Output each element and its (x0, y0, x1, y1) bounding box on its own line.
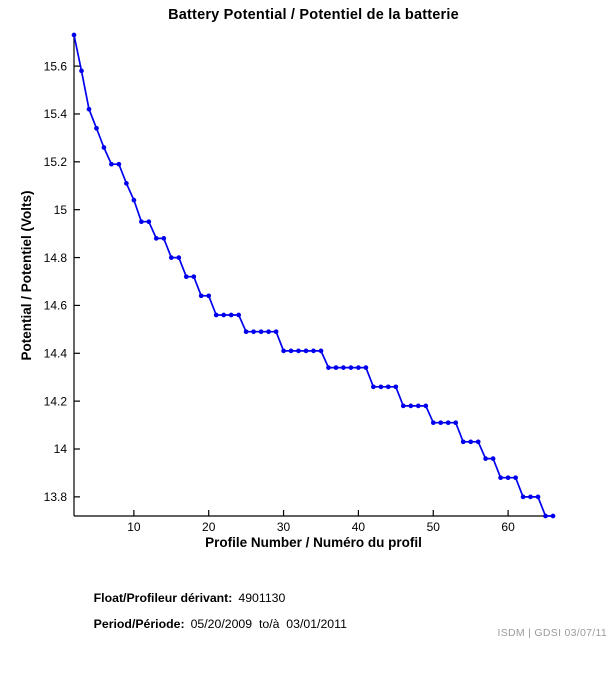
chart-title: Battery Potential / Potentiel de la batt… (168, 7, 459, 23)
data-point-marker (236, 312, 242, 318)
y-tick-label: 14.6 (44, 299, 68, 313)
data-point-marker (71, 32, 77, 38)
data-point-marker (475, 439, 481, 445)
data-point-marker (243, 329, 249, 335)
data-point-marker (460, 439, 466, 445)
data-point-marker (505, 475, 511, 481)
data-point-marker (116, 161, 122, 167)
data-point-marker (206, 293, 212, 299)
data-point-marker (385, 384, 391, 390)
data-point-marker (468, 439, 474, 445)
data-point-marker (101, 145, 107, 150)
data-point-marker (146, 219, 152, 225)
data-point-marker (528, 494, 533, 500)
period-value: 05/20/2009 to/à 03/01/2011 (190, 617, 347, 631)
data-point-marker (400, 403, 406, 409)
data-point-marker (543, 513, 548, 519)
data-point-marker (213, 312, 219, 318)
x-axis-title: Profile Number / Numéro du profil (205, 535, 422, 550)
data-point-marker (430, 420, 436, 426)
data-point-marker (183, 274, 189, 280)
data-point-marker (191, 274, 197, 280)
data-point-marker (535, 494, 541, 500)
x-tick-label: 60 (501, 520, 515, 534)
y-tick-label: 14.8 (44, 251, 68, 265)
data-point-marker (333, 365, 339, 370)
data-point-marker (348, 365, 354, 370)
isdm-gdsi-watermark: ISDM | GDSI 03/07/11 (497, 627, 607, 639)
data-point-marker (483, 456, 488, 461)
data-point-marker (79, 68, 84, 74)
battery-potential-chart: 10 20 30 40 50 60 13.8 14 14.2 14.4 14.6 14.8 15 15.2… (19, 32, 556, 550)
data-point-marker (363, 365, 369, 370)
data-point-marker (273, 329, 279, 335)
x-tick-label: 40 (352, 520, 366, 534)
data-point-marker (550, 513, 556, 519)
data-point-marker (176, 255, 182, 260)
x-tick-label: 10 (127, 520, 141, 534)
data-point-marker (445, 420, 451, 426)
data-point-marker (371, 384, 376, 390)
data-point-marker (139, 219, 144, 225)
data-point-marker (513, 475, 518, 481)
data-point-marker (168, 255, 174, 260)
data-point-marker (266, 329, 271, 335)
data-point-marker (520, 494, 526, 500)
data-point-marker (378, 384, 384, 390)
data-point-marker (408, 403, 414, 409)
battery-voltage-series (73, 34, 553, 517)
data-point-marker (498, 475, 503, 481)
data-point-marker (296, 348, 301, 354)
data-point-marker (341, 365, 346, 370)
data-point-marker (438, 420, 444, 426)
data-point-marker (221, 312, 227, 318)
data-point-marker (356, 365, 361, 370)
x-tick-label: 30 (277, 520, 291, 534)
period-line: Period/Période: 05/20/2009 to/à 03/01/201… (80, 603, 347, 645)
data-point-marker (131, 197, 137, 203)
data-point-marker (251, 329, 256, 335)
data-point-marker (415, 403, 421, 409)
y-tick-label: 14.2 (44, 394, 68, 408)
data-point-marker (161, 236, 167, 241)
float-id-label: Float/Profileur dérivant: (93, 591, 233, 605)
y-tick-label: 15 (54, 203, 68, 217)
data-point-marker (423, 403, 429, 409)
x-tick-label: 20 (202, 520, 216, 534)
period-label: Period/Période: (93, 617, 185, 631)
y-axis-title: Potential / Potentiel (Volts) (19, 190, 34, 360)
data-point-marker (86, 106, 92, 112)
data-point-marker (153, 236, 159, 241)
data-point-marker (228, 312, 234, 318)
y-tick-label: 15.2 (44, 155, 68, 169)
y-tick-label: 14.4 (44, 346, 68, 360)
y-tick-label: 15.6 (44, 59, 68, 73)
data-point-marker (311, 348, 316, 354)
data-point-marker (326, 365, 331, 370)
y-tick-label: 15.4 (44, 107, 68, 121)
data-point-marker (281, 348, 286, 354)
data-point-marker (318, 348, 324, 354)
data-point-marker (288, 348, 294, 354)
data-point-marker (393, 384, 399, 390)
float-id-line: Float/Profileur dérivant: 4901130 (80, 577, 286, 619)
x-tick-label: 50 (427, 520, 441, 534)
data-point-marker (94, 125, 99, 131)
y-tick-label: 14 (54, 442, 68, 456)
y-tick-label: 13.8 (44, 490, 68, 504)
data-point-marker (453, 420, 459, 426)
data-point-marker (490, 456, 496, 461)
data-point-marker (303, 348, 309, 354)
data-point-marker (258, 329, 264, 335)
data-point-marker (198, 293, 204, 299)
data-point-marker (124, 181, 129, 186)
data-point-marker (109, 161, 114, 167)
float-id-value: 4901130 (238, 591, 286, 605)
